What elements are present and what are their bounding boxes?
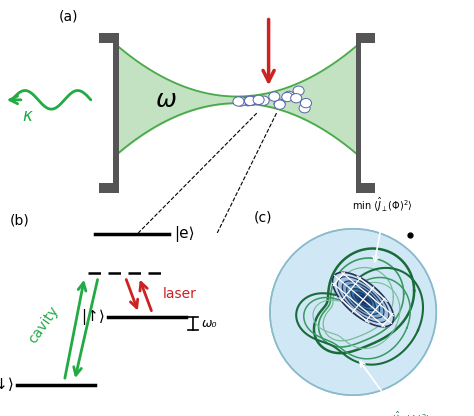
Polygon shape (346, 285, 380, 314)
Text: |↓⟩: |↓⟩ (0, 377, 14, 393)
Circle shape (299, 104, 310, 113)
Circle shape (270, 229, 437, 395)
Text: cavity: cavity (26, 304, 62, 346)
Text: laser: laser (163, 287, 196, 301)
Circle shape (243, 97, 254, 106)
Circle shape (269, 92, 280, 101)
Polygon shape (355, 292, 371, 307)
Circle shape (245, 96, 255, 106)
Text: (c): (c) (253, 210, 272, 225)
Text: (a): (a) (59, 10, 79, 24)
Circle shape (243, 97, 254, 106)
Text: |↑⟩: |↑⟩ (81, 309, 105, 325)
Polygon shape (361, 43, 375, 183)
Circle shape (291, 94, 302, 103)
Circle shape (274, 99, 285, 109)
Circle shape (258, 96, 269, 105)
Text: ω₀: ω₀ (201, 317, 217, 330)
Circle shape (282, 92, 293, 102)
Circle shape (293, 86, 304, 95)
Polygon shape (99, 33, 118, 193)
Polygon shape (337, 277, 389, 322)
Text: ω: ω (155, 88, 176, 112)
Polygon shape (358, 295, 368, 304)
Circle shape (233, 97, 244, 106)
Circle shape (236, 97, 246, 106)
Circle shape (283, 91, 294, 101)
Circle shape (245, 96, 255, 106)
Text: min $\langle\hat{J}_{\perp}(\Phi)^2\rangle$: min $\langle\hat{J}_{\perp}(\Phi)^2\rang… (352, 196, 413, 214)
Circle shape (274, 100, 285, 109)
Text: max $\langle\hat{J}_{\perp}(\Phi)^2\rangle$: max $\langle\hat{J}_{\perp}(\Phi)^2\rang… (367, 410, 431, 416)
Polygon shape (332, 272, 394, 327)
Text: κ: κ (23, 107, 33, 126)
Circle shape (253, 95, 264, 104)
Polygon shape (342, 281, 384, 318)
Text: |e⟩: |e⟩ (174, 226, 195, 242)
Polygon shape (351, 289, 375, 310)
Circle shape (301, 99, 311, 108)
Polygon shape (356, 33, 375, 193)
Polygon shape (99, 43, 113, 183)
Circle shape (246, 96, 258, 105)
Text: (b): (b) (10, 213, 30, 227)
